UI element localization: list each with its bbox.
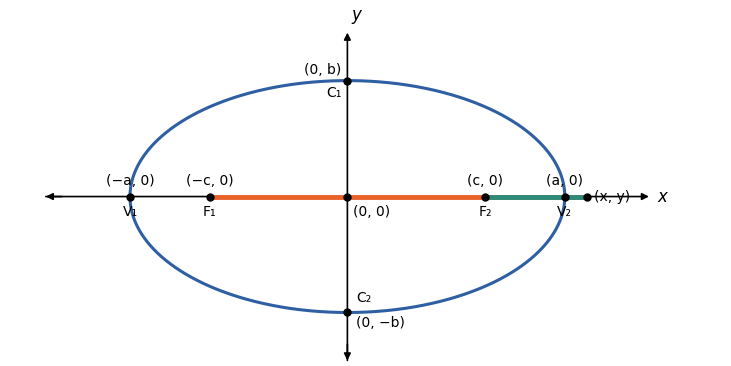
Text: V₁: V₁: [122, 205, 137, 219]
Text: F₂: F₂: [478, 205, 492, 219]
Text: (−c, 0): (−c, 0): [186, 174, 233, 188]
Text: (0, b): (0, b): [304, 63, 341, 77]
Text: x: x: [658, 187, 667, 206]
Text: C₁: C₁: [326, 86, 341, 100]
Text: F₁: F₁: [203, 205, 216, 219]
Text: V₂: V₂: [557, 205, 572, 219]
Text: (c, 0): (c, 0): [467, 174, 503, 188]
Text: (−a, 0): (−a, 0): [106, 174, 154, 188]
Text: (x, y): (x, y): [594, 190, 630, 203]
Text: y: y: [351, 6, 361, 24]
Text: (0, −b): (0, −b): [356, 316, 405, 330]
Text: (0, 0): (0, 0): [353, 205, 390, 219]
Text: C₂: C₂: [356, 291, 371, 305]
Text: (a, 0): (a, 0): [546, 174, 583, 188]
